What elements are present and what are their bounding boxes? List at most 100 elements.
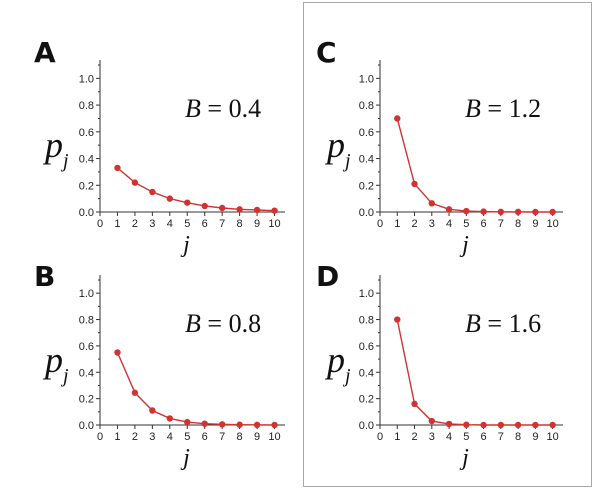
x-tick-label: 7 [498, 218, 504, 230]
x-tick-label: 4 [167, 218, 173, 230]
panel-letter: A [34, 36, 56, 69]
x-tick-label: 2 [411, 431, 417, 443]
data-point [411, 400, 418, 408]
panel-letter: C [316, 36, 337, 69]
x-axis-label: j [459, 445, 469, 471]
y-axis-label: pj [324, 340, 351, 387]
x-tick-label: 1 [394, 218, 400, 230]
x-tick-label: 0 [97, 431, 103, 443]
x-tick-label: 0 [377, 431, 383, 443]
y-tick-label: 0.4 [79, 154, 94, 166]
x-tick-label: 10 [268, 218, 280, 230]
x-tick-label: 9 [532, 431, 538, 443]
y-label-subscript: j [60, 365, 69, 387]
parameter-annotation: B = 0.4 [185, 94, 261, 123]
data-point [549, 421, 556, 429]
y-axis-label: pj [42, 125, 69, 172]
x-tick-label: 3 [149, 431, 155, 443]
panel-c: C0.00.20.40.60.81.00 1 2 3 4 5 6 7 8 9 10B = 1.2pj… [316, 36, 563, 258]
x-axis-label: j [180, 445, 190, 471]
y-tick-label: 1.0 [79, 288, 94, 300]
parameter-annotation: B = 0.8 [185, 309, 261, 338]
data-point [532, 208, 539, 216]
y-label-main: p [42, 340, 63, 380]
x-tick-label: 3 [429, 431, 435, 443]
data-point [428, 200, 435, 207]
y-tick-label: 0.2 [359, 394, 374, 406]
x-axis-label: j [459, 232, 469, 258]
y-tick-label: 1.0 [359, 288, 374, 300]
annotation-equals: = [201, 94, 229, 123]
y-tick-label: 0.6 [79, 341, 94, 353]
y-tick-label: 0.6 [359, 341, 374, 353]
data-point [514, 208, 522, 216]
series-line [116, 352, 275, 426]
panel-a: A0.00.20.40.60.81.00 1 2 3 4 5 6 7 8 9 10B = 0.4pj… [34, 36, 285, 258]
data-point [480, 421, 487, 429]
panel-b: B0.00.20.40.60.81.00 1 2 3 4 5 6 7 8 9 10B = 0.8pj… [34, 260, 285, 471]
data-point [549, 208, 556, 216]
y-tick-label: 0.4 [359, 367, 374, 379]
data-point [445, 206, 453, 213]
data-point [218, 204, 226, 212]
x-tick-label: 0 [377, 218, 383, 230]
data-point [149, 188, 156, 196]
y-tick-label: 0.4 [79, 367, 94, 379]
x-tick-label: 9 [254, 218, 260, 230]
annotation-variable: B [465, 94, 481, 123]
series-line [396, 319, 553, 426]
y-tick-label: 0.6 [79, 127, 94, 139]
y-tick-label: 0.0 [79, 207, 94, 219]
y-tick-label: 0.0 [359, 207, 374, 219]
x-axis-label: j [180, 232, 190, 258]
data-point [166, 415, 174, 422]
data-point [480, 208, 487, 215]
x-tick-label: 7 [498, 431, 504, 443]
annotation-value: 0.8 [229, 309, 262, 338]
y-tick-label: 0.0 [79, 420, 94, 432]
data-point [253, 206, 261, 214]
data-point [201, 420, 208, 427]
data-point [497, 208, 505, 216]
y-tick-label: 0.0 [359, 420, 374, 432]
x-tick-label: 5 [463, 431, 469, 443]
annotation-value: 1.6 [509, 309, 542, 338]
y-tick-label: 0.2 [359, 180, 374, 192]
y-label-main: p [42, 125, 63, 165]
annotation-variable: B [185, 94, 201, 123]
y-label-subscript: j [342, 365, 351, 387]
data-point [114, 164, 121, 172]
data-point [497, 421, 505, 429]
y-label-subscript: j [342, 150, 351, 172]
annotation-equals: = [201, 309, 229, 338]
y-tick-label: 1.0 [79, 73, 94, 85]
annotation-value: 1.2 [509, 94, 542, 123]
annotation-equals: = [481, 94, 509, 123]
x-tick-label: 7 [219, 431, 225, 443]
panel-d: D0.00.20.40.60.81.00 1 2 3 4 5 6 7 8 9 10B = 1.6pj… [316, 260, 563, 471]
x-tick-label: 6 [202, 431, 208, 443]
series-line [117, 167, 275, 212]
x-tick-label: 8 [515, 431, 521, 443]
y-label-subscript: j [60, 150, 69, 172]
y-axis-label: pj [42, 340, 69, 387]
x-tick-label: 3 [149, 218, 155, 230]
data-point [149, 407, 156, 414]
data-point [166, 195, 174, 202]
data-point [463, 207, 470, 215]
x-tick-label: 10 [268, 431, 280, 443]
x-tick-label: 5 [463, 218, 469, 230]
y-axis-label: pj [324, 125, 351, 172]
data-point [236, 421, 243, 428]
x-tick-label: 5 [184, 431, 190, 443]
y-tick-label: 0.6 [359, 127, 374, 139]
x-tick-label: 3 [429, 218, 435, 230]
x-tick-label: 6 [481, 431, 487, 443]
data-point [271, 421, 278, 429]
y-tick-label: 0.2 [79, 180, 94, 192]
x-tick-label: 2 [411, 218, 417, 230]
data-point [271, 207, 278, 214]
data-point [411, 180, 418, 188]
